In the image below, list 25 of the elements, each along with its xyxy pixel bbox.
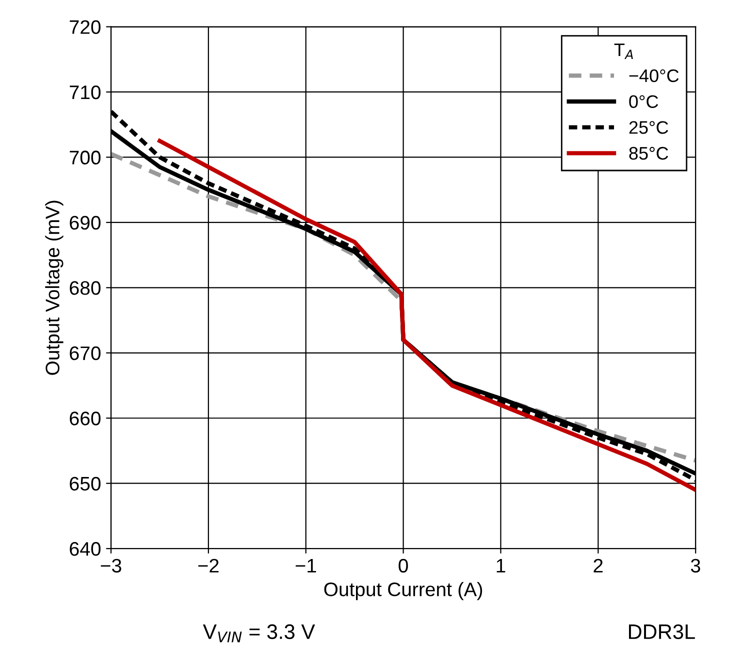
y-tick-label: 710 bbox=[70, 85, 101, 100]
y-tick-label: 680 bbox=[70, 281, 101, 295]
y-tick-label: 690 bbox=[70, 216, 101, 230]
text: DDR3L bbox=[629, 624, 695, 640]
text: V$_{VIN}$ = 3.3 V bbox=[202, 624, 315, 642]
x-tick-label: 0 bbox=[398, 558, 408, 573]
x-tick-label: −2 bbox=[198, 558, 219, 572]
y-tick-label: 670 bbox=[70, 346, 101, 360]
legend-label: 85°C bbox=[629, 146, 668, 160]
y-tick-label: 640 bbox=[70, 542, 101, 556]
legend-label: 25°C bbox=[629, 121, 668, 134]
x-axis-title: Output Current (A) bbox=[324, 582, 482, 600]
y-tick-label: 650 bbox=[70, 476, 101, 491]
legend-title: T$_{A}$ bbox=[614, 44, 633, 60]
y-axis-title: Output Voltage (mV) bbox=[45, 200, 64, 375]
y-tick-label: 720 bbox=[70, 20, 101, 34]
y-tick-label: 700 bbox=[70, 150, 101, 164]
x-tick-label: −1 bbox=[296, 559, 316, 572]
y-tick-label: 660 bbox=[70, 412, 101, 426]
x-tick-label: 2 bbox=[594, 558, 603, 572]
x-tick-label: 1 bbox=[496, 559, 506, 572]
x-tick-label: −3 bbox=[100, 558, 122, 573]
x-tick-label: 3 bbox=[690, 558, 700, 573]
legend-label: −40°C bbox=[629, 69, 679, 82]
legend-label: 0°C bbox=[629, 95, 658, 108]
